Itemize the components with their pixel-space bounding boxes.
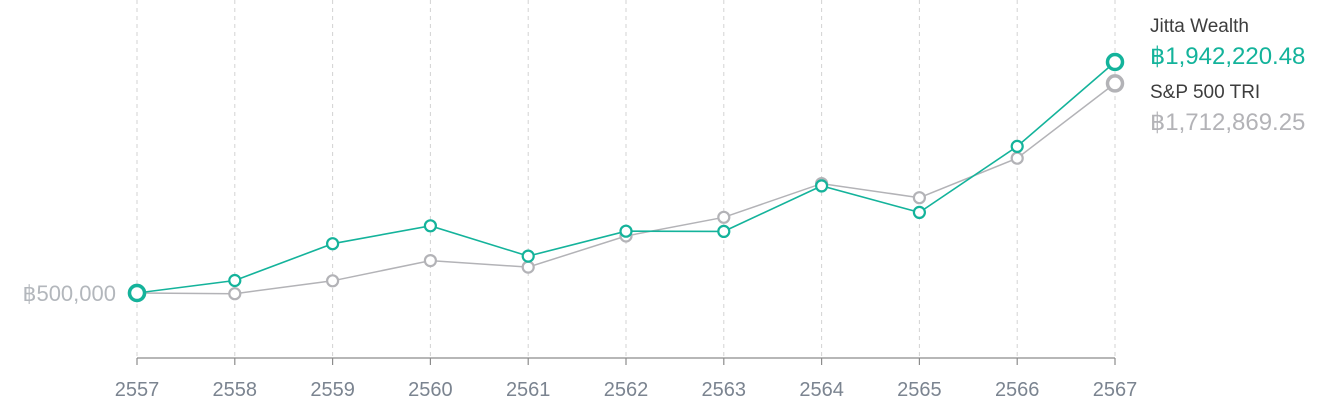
data-point-sp500-tri	[326, 274, 340, 288]
data-point-jitta-wealth	[912, 205, 927, 219]
data-point-sp500-tri	[912, 191, 927, 205]
data-point-jitta-wealth	[814, 179, 829, 193]
x-tick-label: 2567	[1093, 379, 1138, 401]
legend-name-sp500-tri: S&P 500 TRI	[1150, 82, 1261, 103]
data-point-jitta-wealth	[423, 219, 437, 233]
data-point-jitta-wealth	[619, 224, 633, 238]
x-tick-label: 2565	[897, 379, 942, 401]
data-point-jitta-wealth	[326, 237, 340, 251]
legend-item-sp500-tri: S&P 500 TRI ฿1,712,869.25	[1150, 80, 1305, 140]
legend-value-sp500-tri: ฿1,712,869.25	[1150, 109, 1306, 136]
data-point-sp500-tri	[1010, 151, 1024, 165]
data-point-jitta-wealth	[1010, 139, 1024, 153]
data-point-jitta-wealth	[228, 273, 242, 288]
x-tick-label: 2563	[702, 379, 747, 401]
x-tick-label: 2560	[408, 379, 453, 401]
data-point-jitta-wealth	[1105, 52, 1125, 72]
x-tick-label: 2558	[213, 379, 258, 401]
data-point-jitta-wealth	[521, 249, 535, 263]
start-value-label: ฿500,000	[22, 281, 116, 306]
data-point-sp500-tri	[717, 210, 731, 224]
legend-value-jitta-wealth: ฿1,942,220.48	[1150, 43, 1306, 70]
x-tick-label: 2564	[799, 379, 844, 401]
legend-name-jitta-wealth: Jitta Wealth	[1150, 16, 1249, 37]
data-point-jitta-wealth	[717, 224, 731, 238]
data-point-jitta-wealth	[127, 283, 147, 303]
x-axis-ticks: 2557 2558 2559 2560 2561 2562 2563 2564 2565 2566…	[115, 358, 1138, 401]
data-point-sp500-tri	[423, 254, 437, 268]
data-point-sp500-tri	[228, 287, 242, 301]
x-tick-label: 2566	[995, 379, 1040, 401]
x-tick-label: 2562	[604, 379, 649, 401]
x-tick-label: 2561	[506, 379, 551, 401]
legend: Jitta Wealth ฿1,942,220.48 S&P 500 TRI ฿…	[1150, 14, 1305, 146]
data-point-sp500-tri	[1105, 74, 1125, 93]
data-point-sp500-tri	[521, 260, 535, 274]
series-points	[127, 52, 1125, 303]
x-tick-label: 2559	[310, 379, 355, 401]
legend-item-jitta-wealth: Jitta Wealth ฿1,942,220.48	[1150, 14, 1305, 74]
x-tick-label: 2557	[115, 379, 160, 401]
